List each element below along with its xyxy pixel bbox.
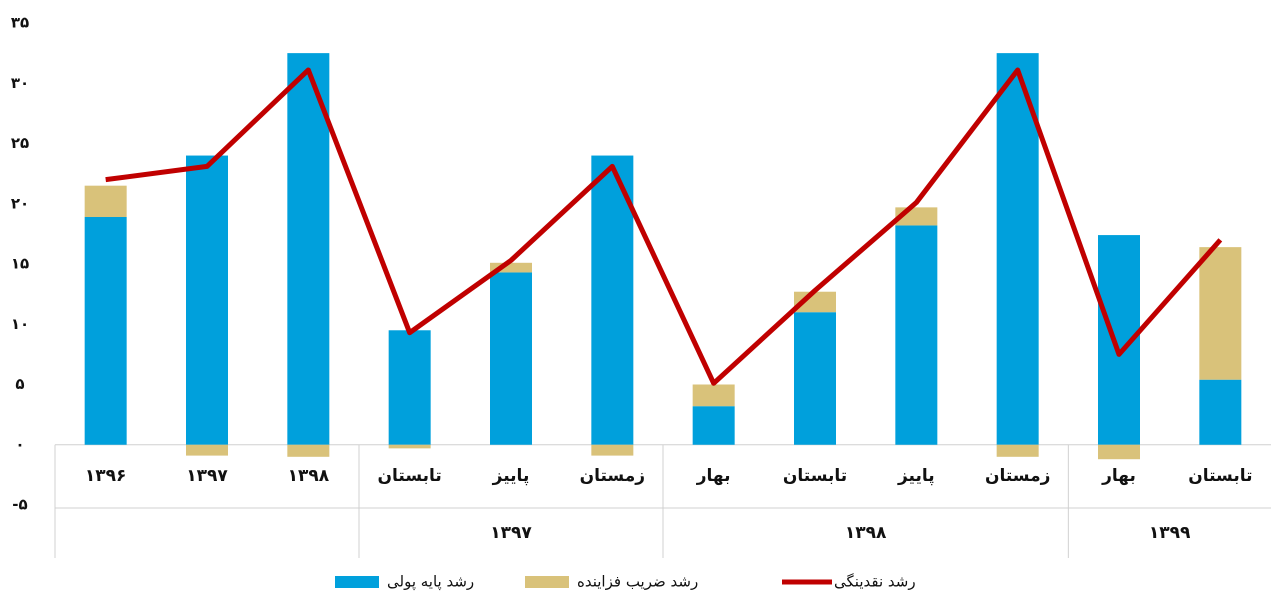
bar xyxy=(388,330,431,445)
bar xyxy=(692,384,735,407)
y-tick-label: ۲۵ xyxy=(11,134,29,152)
group-label: ۱۳۹۹ xyxy=(1149,523,1191,543)
bar xyxy=(388,444,431,449)
x-tick-label: تابستان xyxy=(783,466,847,486)
bar xyxy=(794,312,836,445)
bar xyxy=(84,185,127,218)
legend-swatch xyxy=(335,576,379,588)
bar xyxy=(591,155,634,445)
x-tick-label: پاییز xyxy=(897,466,935,486)
group-label: ۱۳۹۷ xyxy=(490,523,532,543)
y-tick-label: ۰ xyxy=(15,435,24,453)
x-tick-label: زمستان xyxy=(580,466,645,486)
bar xyxy=(692,406,735,445)
group-label: ۱۳۹۸ xyxy=(845,523,887,543)
y-tick-label: ۲۰ xyxy=(11,194,29,212)
y-tick-label: ۱۵ xyxy=(11,255,29,273)
legend-label: رشد ضریب فزاینده xyxy=(577,573,698,591)
bar xyxy=(996,444,1039,457)
bar xyxy=(84,217,127,445)
legend-swatch xyxy=(525,576,569,588)
bar xyxy=(186,444,228,456)
x-tick-label: پاییز xyxy=(492,466,530,486)
bar xyxy=(1098,444,1140,460)
x-tick-label: ۱۳۹۶ xyxy=(85,466,127,486)
bar xyxy=(287,444,330,457)
bar xyxy=(1199,379,1242,445)
y-tick-label: ۳۰ xyxy=(11,74,29,92)
bar xyxy=(490,272,532,445)
bar xyxy=(186,155,228,445)
bar xyxy=(996,53,1039,445)
bar xyxy=(895,225,938,445)
y-tick-label: -۵ xyxy=(12,496,27,514)
x-tick-label: ۱۳۹۸ xyxy=(288,466,330,486)
bar xyxy=(591,444,634,456)
bar xyxy=(490,262,532,273)
x-tick-label: بهار xyxy=(696,466,731,486)
line xyxy=(105,67,1223,386)
y-tick-label: ۱۰ xyxy=(11,315,29,333)
x-tick-label: تابستان xyxy=(1188,466,1252,486)
x-tick-label: ۱۳۹۷ xyxy=(186,466,228,486)
legend-label: رشد نقدینگی xyxy=(834,573,916,591)
y-tick-label: ۳۵ xyxy=(11,14,29,32)
y-tick-label: ۵ xyxy=(15,375,24,393)
bar xyxy=(287,53,330,445)
legend-label: رشد پایه پولی xyxy=(387,573,474,592)
x-tick-label: بهار xyxy=(1101,466,1136,486)
bar xyxy=(1199,247,1242,380)
x-tick-label: زمستان xyxy=(985,466,1050,486)
x-tick-label: تابستان xyxy=(378,466,442,486)
